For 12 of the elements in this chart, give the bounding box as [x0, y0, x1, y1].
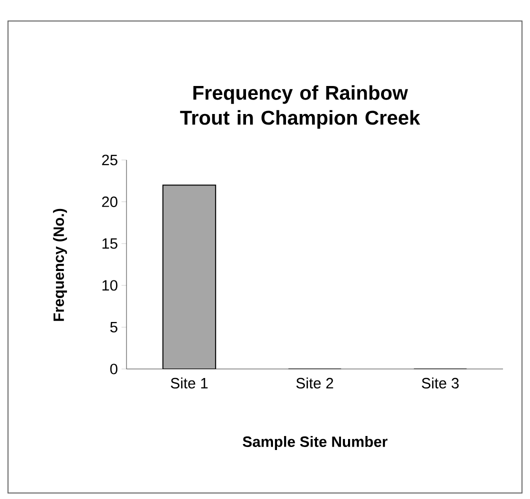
- y-tick-label: 10: [102, 280, 118, 291]
- y-tick-label: 0: [110, 364, 118, 374]
- x-tick-label: Site 2: [296, 378, 334, 388]
- y-tick-label: 5: [110, 322, 118, 332]
- y-tick-label: 15: [102, 238, 118, 249]
- y-tick-label: 25: [102, 154, 118, 166]
- x-tick-label: Site 1: [170, 378, 208, 388]
- chart-title: Frequency of Rainbow Trout in Champion Creek: [180, 85, 420, 129]
- x-tick-label: Site 3: [422, 378, 459, 388]
- y-axis-title: Frequency (No.): [53, 208, 67, 321]
- y-tick-label: 20: [102, 196, 118, 208]
- x-axis-title: Sample Site Number: [242, 436, 388, 450]
